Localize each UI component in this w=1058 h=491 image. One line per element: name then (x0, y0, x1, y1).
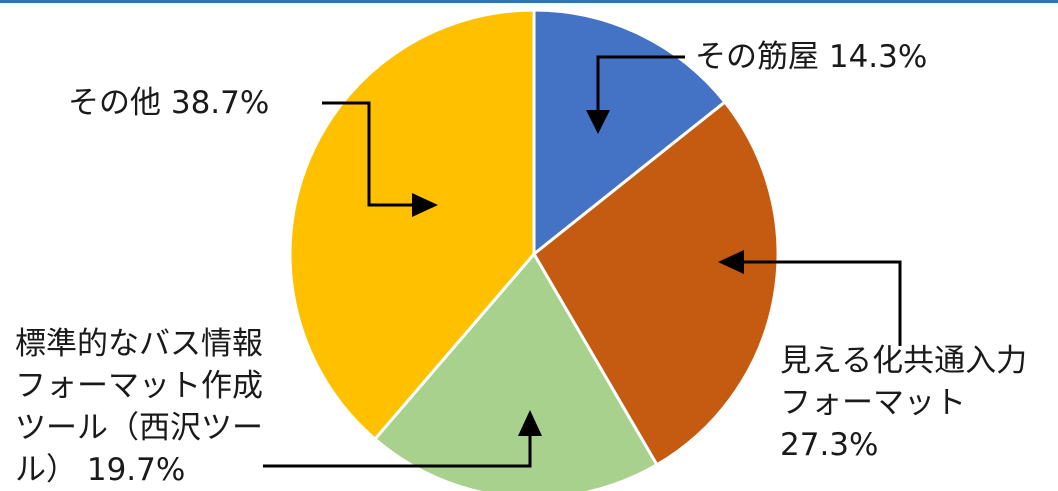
slice-label-mieruka: 見える化共通入力 フォーマット 27.3% (780, 340, 1027, 466)
slice-label-sonota-name: その他 (68, 85, 161, 121)
slice-label-mieruka-line-1: 見える化共通入力 (780, 343, 1028, 379)
slice-label-sonota-value: 38.7% (170, 85, 270, 121)
slice-label-hyojun-line-3: ツール（西沢ツー (15, 410, 263, 446)
arrow-head-slice-3 (518, 410, 542, 436)
slice-label-hyojun-line-1: 標準的なバス情報 (15, 326, 263, 362)
slice-label-sonokinya-name: その筋屋 (695, 39, 819, 75)
pie-slice-3 (372, 251, 659, 491)
pie-slice-2 (532, 99, 780, 467)
slice-label-mieruka-value: 27.3% (780, 427, 879, 463)
top-accent-line (0, 0, 1058, 3)
arrow-head-slice-1 (586, 110, 610, 134)
arrow-slice-1 (596, 55, 685, 112)
pie-slice-1 (532, 8, 728, 258)
arrow-slice-4 (322, 101, 414, 207)
arrow-slice-3 (263, 434, 532, 468)
arrow-head-slice-4 (412, 193, 438, 217)
pie-slices (288, 8, 780, 491)
slice-label-sonota: その他 38.7% (68, 82, 269, 124)
slice-label-hyojun: 標準的なバス情報 フォーマット作成 ツール（西沢ツー ル） 19.7% (15, 323, 263, 491)
slice-label-hyojun-value: 19.7% (86, 452, 186, 488)
arrow-head-slice-2 (718, 250, 744, 274)
slice-label-hyojun-line-2: フォーマット作成 (15, 368, 263, 404)
slice-label-hyojun-line-4: ル） 19.7% (15, 449, 263, 491)
leader-arrows (263, 55, 902, 468)
slice-label-sonokinya: その筋屋 14.3% (695, 36, 927, 78)
pie-slice-4 (288, 8, 536, 442)
slice-label-mieruka-line-2: フォーマット (780, 385, 966, 421)
arrow-slice-2 (742, 260, 902, 346)
slice-label-hyojun-line-4-text: ル） (15, 452, 77, 488)
slice-label-sonokinya-value: 14.3% (828, 39, 928, 75)
